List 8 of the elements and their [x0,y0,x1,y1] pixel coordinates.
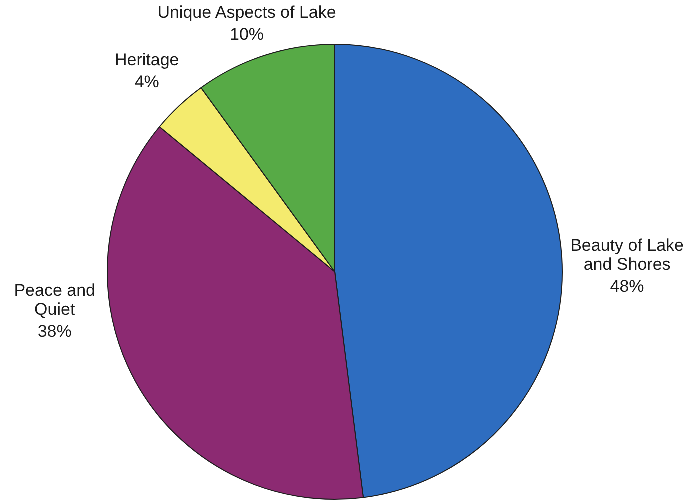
data-label: 48% [610,276,644,296]
slice-label: Peace and Quiet [14,281,96,320]
slice-label: Unique Aspects of Lake [158,3,336,22]
data-label: 10% [230,25,264,44]
slice-label: Heritage [115,50,180,70]
data-label: 38% [38,322,72,342]
slice-label: Beauty of Lake and Shores [570,236,684,274]
data-label: 4% [134,72,160,92]
